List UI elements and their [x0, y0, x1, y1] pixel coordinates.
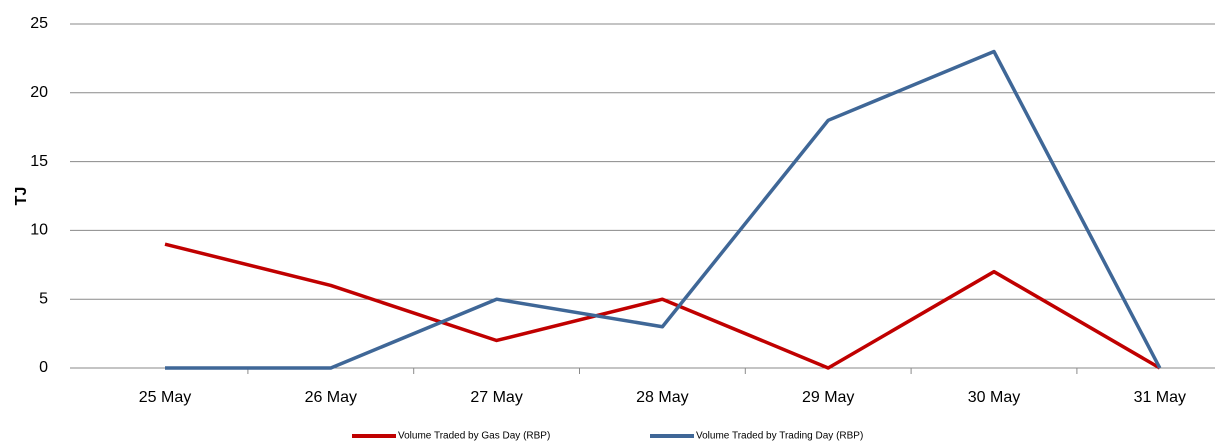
y-tick-label: 15 — [30, 153, 48, 170]
line-series — [165, 49, 1162, 370]
y-tick-label: 20 — [30, 84, 48, 101]
x-tick-label: 31 May — [1134, 389, 1186, 406]
y-tick-label: 25 — [30, 15, 48, 32]
y-tick-label: 5 — [39, 290, 48, 307]
x-tick-label: 27 May — [470, 389, 522, 406]
x-tick-label: 29 May — [802, 389, 854, 406]
x-tick-label: 30 May — [968, 389, 1020, 406]
y-tick-label: 0 — [39, 359, 48, 376]
line-series — [164, 242, 1161, 370]
x-tick-label: 25 May — [139, 389, 191, 406]
y-tick-label: 10 — [30, 222, 48, 239]
legend-text: Volume Traded by Gas Day (RBP) — [398, 431, 550, 442]
legend-text: Volume Traded by Trading Day (RBP) — [696, 431, 863, 442]
x-tick-label: 28 May — [636, 389, 688, 406]
x-tick-label: 26 May — [305, 389, 357, 406]
y-axis-label: TJ — [13, 187, 30, 206]
